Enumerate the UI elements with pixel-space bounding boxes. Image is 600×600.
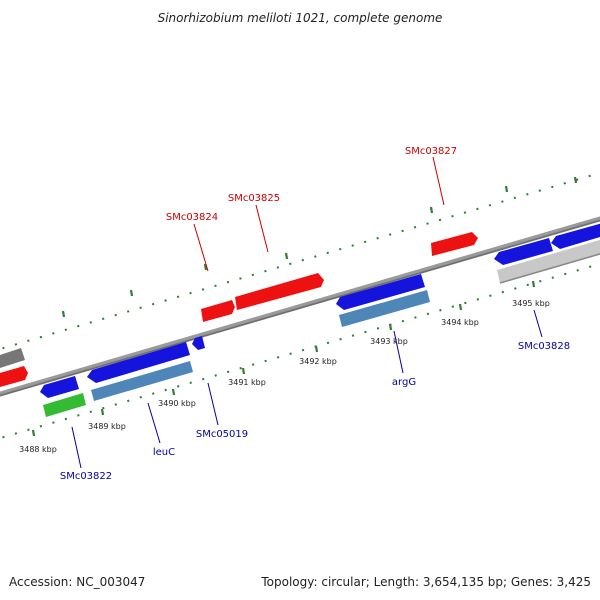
forward-gene-features: [0, 232, 478, 387]
gene-label-smc03824[interactable]: SMc03824: [166, 212, 218, 223]
scale-label: 3490 kbp: [158, 399, 196, 408]
gene-feature-grey[interactable]: [0, 348, 25, 368]
scale-label: 3495 kbp: [512, 299, 550, 308]
map-title: Sinorhizobium meliloti 1021, complete ge…: [158, 11, 443, 25]
gene-label-smc03822[interactable]: SMc03822: [60, 471, 112, 482]
forward-label-connectors: [193, 156, 445, 272]
reverse-label-connectors: [71, 309, 543, 469]
scale-label: 3494 kbp: [441, 318, 479, 327]
gene-feature-smc03828[interactable]: [494, 238, 553, 265]
scale-label: 3492 kbp: [299, 357, 337, 366]
gene-feature-forward[interactable]: [0, 366, 28, 387]
gene-feature-smc03822[interactable]: [43, 393, 86, 417]
gene-feature-reverse[interactable]: [40, 376, 79, 398]
gene-feature-leuC-neighbor[interactable]: [87, 342, 190, 383]
gene-feature-pseudo[interactable]: [497, 237, 600, 283]
rna-gene-features: [91, 290, 430, 401]
scale-label: 3489 kbp: [88, 422, 126, 431]
inner-major-ticks: [31, 280, 536, 437]
gene-feature-leuC[interactable]: [91, 361, 193, 401]
gene-feature-argG[interactable]: [339, 290, 430, 327]
gene-feature-smc03825[interactable]: [235, 273, 324, 310]
scale-label: 3488 kbp: [19, 445, 57, 454]
gene-feature-reverse-edge[interactable]: [551, 221, 600, 249]
backbone-line: [0, 216, 600, 397]
scale-labels: 3488 kbp 3489 kbp 3490 kbp 3491 kbp 3492…: [19, 299, 550, 454]
accession-text: Accession: NC_003047: [9, 575, 145, 589]
genome-summary-text: Topology: circular; Length: 3,654,135 bp…: [260, 575, 591, 589]
gene-label-smc03828[interactable]: SMc03828: [518, 341, 570, 352]
gene-label-smc03825[interactable]: SMc03825: [228, 193, 280, 204]
gene-label-leuc[interactable]: leuC: [153, 447, 175, 458]
scale-label: 3493 kbp: [370, 337, 408, 346]
gene-label-smc03827[interactable]: SMc03827: [405, 146, 457, 157]
outer-major-ticks: [61, 176, 578, 318]
gene-feature-smc05019[interactable]: [192, 336, 205, 350]
gene-feature-smc03827[interactable]: [431, 232, 478, 256]
reverse-gene-labels: SMc03822 leuC SMc05019 argG SMc03828: [60, 341, 570, 482]
gene-label-smc05019[interactable]: SMc05019: [196, 429, 248, 440]
gene-feature-smc03824[interactable]: [201, 300, 235, 322]
scale-label: 3491 kbp: [228, 378, 266, 387]
gene-label-argg[interactable]: argG: [392, 377, 416, 388]
gene-feature-argG-neighbor[interactable]: [336, 274, 425, 310]
reverse-gene-features: [40, 221, 600, 398]
forward-gene-labels: SMc03824 SMc03825 SMc03827: [166, 146, 457, 223]
